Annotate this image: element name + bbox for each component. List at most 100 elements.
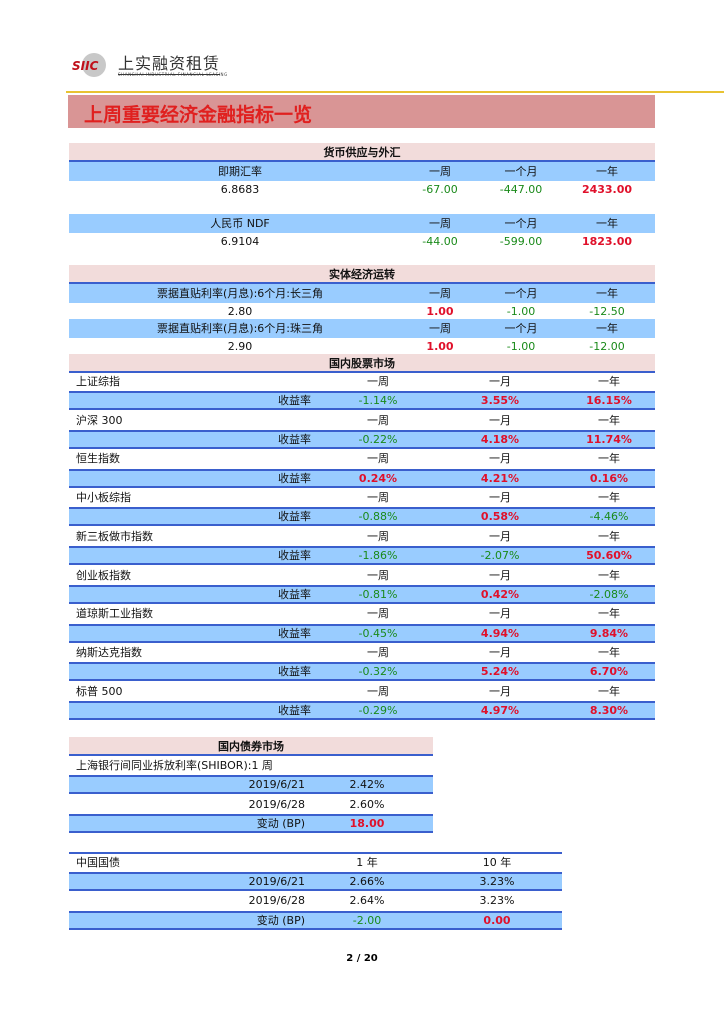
shibor-row: 2019/6/21 2.42% <box>69 775 433 794</box>
col-year: 一年 <box>596 165 618 178</box>
treasury-row: 2019/6/21 2.66% 3.23% <box>69 872 562 891</box>
treasury-row: 变动 (BP) -2.00 0.00 <box>69 910 562 930</box>
return-value: -2.07% <box>480 549 520 563</box>
index-name: 恒生指数 <box>76 452 120 466</box>
col-year: 一年 <box>598 684 620 698</box>
index-name: 沪深 300 <box>76 413 123 427</box>
treasury-value: 3.23% <box>479 875 515 888</box>
col-week: 一周 <box>367 491 389 505</box>
return-label: 收益率 <box>278 626 311 640</box>
col-1y: 1 年 <box>356 856 378 869</box>
col-year: 一年 <box>598 413 620 427</box>
col-year: 一年 <box>596 322 618 335</box>
col-year: 一年 <box>598 452 620 466</box>
title-banner: 上周重要经济金融指标一览 <box>68 95 655 128</box>
stock-return-row: 收益率 -0.45% 4.94% 9.84% <box>69 623 655 643</box>
indicator-value: 2.90 <box>227 340 253 353</box>
return-value: -2.08% <box>589 587 629 601</box>
company-logo: SIIC 上实融资租赁 SHANGHAI INDUSTRIAL FINANCIA… <box>70 48 227 80</box>
return-value: 4.18% <box>480 433 520 446</box>
return-value: -4.46% <box>589 510 629 524</box>
change-value: -44.00 <box>422 235 458 248</box>
index-name: 新三板做市指数 <box>76 529 153 543</box>
index-name: 中小板综指 <box>76 491 131 505</box>
page-title: 上周重要经济金融指标一览 <box>84 104 313 126</box>
col-month: 一月 <box>489 452 511 466</box>
stock-return-row: 收益率 -0.81% 0.42% -2.08% <box>69 584 655 604</box>
return-value: 5.24% <box>480 665 520 679</box>
col-week: 一周 <box>429 217 451 230</box>
stock-return-row: 收益率 -0.88% 0.58% -4.46% <box>69 507 655 527</box>
treasury-value: 0.00 <box>483 913 511 927</box>
change-value: -1.00 <box>506 305 536 318</box>
stock-return-row: 收益率 -0.22% 4.18% 11.74% <box>69 430 655 449</box>
index-name: 标普 500 <box>76 684 123 698</box>
return-value: 11.74% <box>586 433 632 446</box>
col-week: 一周 <box>367 375 389 388</box>
return-value: -0.22% <box>358 433 398 446</box>
stock-index-row: 沪深 300 一周 一月 一年 <box>69 411 655 430</box>
return-label: 收益率 <box>278 703 311 717</box>
treasury-value: -2.00 <box>352 913 382 927</box>
shibor-date: 变动 (BP) <box>256 817 305 831</box>
return-value: 0.16% <box>589 471 629 485</box>
return-label: 收益率 <box>278 510 311 524</box>
siic-logo-icon: SIIC <box>72 53 106 77</box>
treasury-value: 2.64% <box>349 894 385 908</box>
return-value: 4.97% <box>480 703 520 717</box>
col-year: 一年 <box>598 645 620 659</box>
return-label: 收益率 <box>278 587 311 601</box>
col-month: 一月 <box>489 568 511 582</box>
treasury-date: 变动 (BP) <box>256 913 305 927</box>
section-title: 国内债券市场 <box>218 740 284 753</box>
col-week: 一周 <box>367 529 389 543</box>
return-value: 0.24% <box>358 471 398 485</box>
col-month: 一个月 <box>504 287 538 300</box>
indicator-header-row: 即期汇率 一周 一个月 一年 <box>69 162 655 181</box>
col-week: 一周 <box>367 413 389 427</box>
col-week: 一周 <box>429 165 451 178</box>
return-value: 3.55% <box>480 394 520 408</box>
col-year: 一年 <box>598 529 620 543</box>
stock-index-row: 创业板指数 一周 一月 一年 <box>69 566 655 585</box>
stock-index-row: 上证综指 一周 一月 一年 <box>69 372 655 391</box>
col-week: 一周 <box>429 287 451 300</box>
change-value: 1.00 <box>426 305 454 318</box>
stock-return-row: 收益率 -0.32% 5.24% 6.70% <box>69 662 655 682</box>
indicator-label: 票据直贴利率(月息):6个月:长三角 <box>157 287 323 300</box>
shibor-value: 18.00 <box>349 817 385 831</box>
change-value: 1823.00 <box>581 235 633 248</box>
stock-index-row: 标普 500 一周 一月 一年 <box>69 682 655 701</box>
index-name: 道琼斯工业指数 <box>76 607 153 621</box>
treasury-date: 2019/6/28 <box>248 894 305 908</box>
col-week: 一周 <box>367 684 389 698</box>
indicator-value-row: 6.9104 -44.00 -599.00 1823.00 <box>69 232 655 251</box>
indicator-label: 即期汇率 <box>218 165 262 178</box>
col-week: 一周 <box>367 607 389 621</box>
col-month: 一月 <box>489 491 511 505</box>
return-value: 50.60% <box>586 549 632 563</box>
page-number: 2 / 20 <box>346 953 378 964</box>
change-value: -599.00 <box>499 235 543 248</box>
index-name: 创业板指数 <box>76 568 131 582</box>
stock-return-row: 收益率 -1.14% 3.55% 16.15% <box>69 391 655 411</box>
return-value: 6.70% <box>589 665 629 679</box>
treasury-label: 中国国债 <box>76 856 120 869</box>
index-name: 上证综指 <box>76 375 120 388</box>
return-label: 收益率 <box>278 394 311 408</box>
indicator-value: 6.8683 <box>220 183 260 196</box>
treasury-value: 2.66% <box>349 875 385 888</box>
indicator-value-row: 6.8683 -67.00 -447.00 2433.00 <box>69 180 655 199</box>
return-label: 收益率 <box>278 549 311 563</box>
return-value: 9.84% <box>589 626 629 640</box>
stock-index-row: 纳斯达克指数 一周 一月 一年 <box>69 643 655 662</box>
treasury-value: 3.23% <box>479 894 515 908</box>
return-value: -0.32% <box>358 665 398 679</box>
bonds-section-header: 国内债券市场 <box>69 737 433 756</box>
stock-index-row: 新三板做市指数 一周 一月 一年 <box>69 527 655 546</box>
stock-index-row: 道琼斯工业指数 一周 一月 一年 <box>69 604 655 623</box>
return-value: 4.21% <box>480 471 520 485</box>
section-title: 货币供应与外汇 <box>323 146 401 159</box>
col-year: 一年 <box>598 568 620 582</box>
